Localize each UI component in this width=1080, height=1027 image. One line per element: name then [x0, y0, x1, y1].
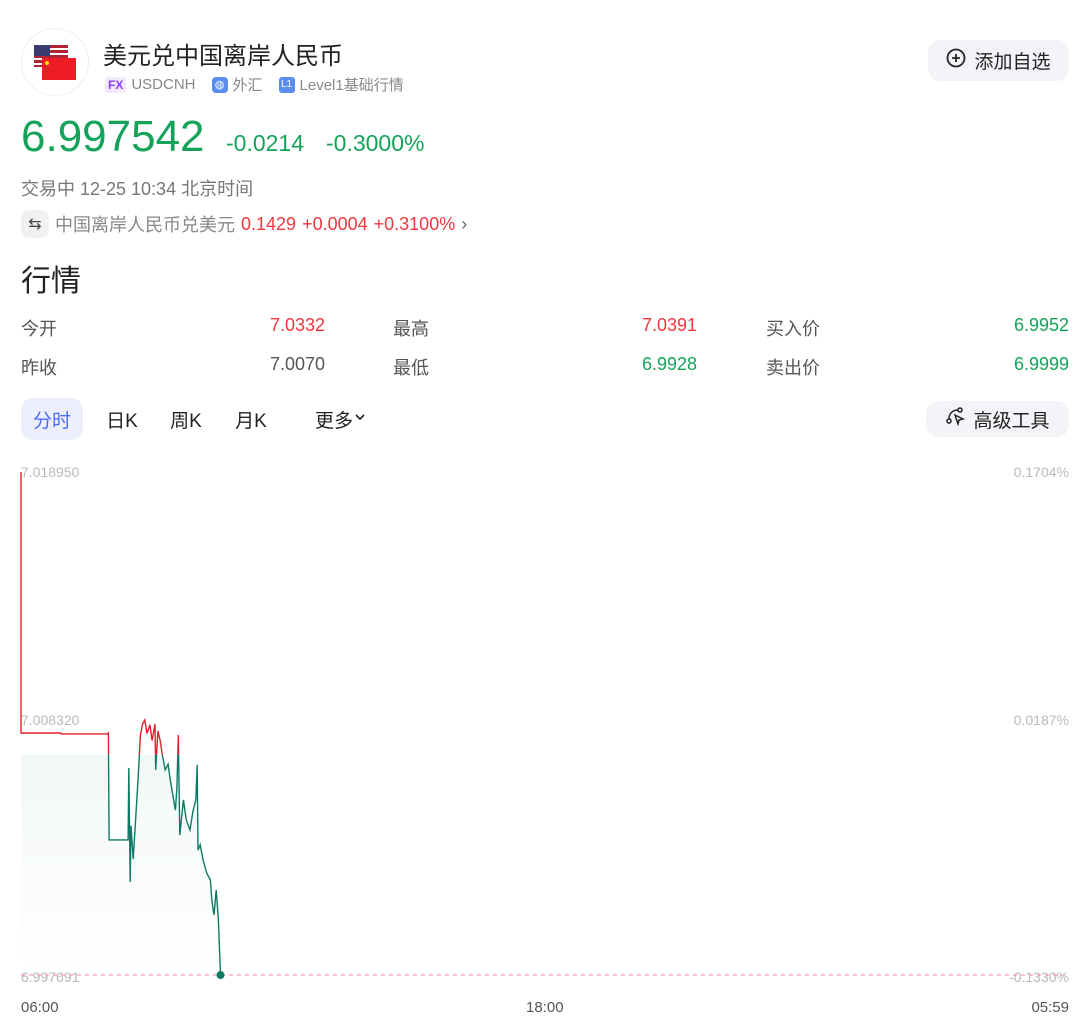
stat-value-ask: 6.9999: [1013, 354, 1069, 374]
reverse-pair-link[interactable]: ⇆ 中国离岸人民币兑美元 0.1429 +0.0004 +0.3100% ›: [21, 210, 467, 238]
instrument-tags: FX USDCNH ◍ 外汇 L1 Level1基础行情: [105, 74, 404, 95]
swap-icon: ⇆: [21, 210, 49, 238]
stat-value-high: 7.0391: [641, 315, 697, 335]
y-tick-right-top: 0.1704%: [1013, 464, 1069, 480]
x-tick-start: 06:00: [21, 999, 59, 1016]
stat-label-open: 今开: [21, 319, 57, 339]
fx-badge: FX: [105, 76, 127, 93]
stat-label-low: 最低: [393, 358, 429, 378]
trading-status: 交易中 12-25 10:34 北京时间: [21, 179, 254, 199]
x-tick-mid: 18:00: [526, 999, 564, 1016]
advanced-tools-button[interactable]: 高级工具: [926, 401, 1069, 437]
stat-label-ask: 卖出价: [766, 358, 820, 378]
stat-value-low: 6.9928: [641, 354, 697, 374]
add-watchlist-label: 添加自选: [974, 52, 1051, 73]
symbol: USDCNH: [131, 76, 196, 93]
stat-value-open: 7.0332: [269, 315, 325, 335]
tab-more[interactable]: 更多: [306, 398, 376, 440]
tab-intraday[interactable]: 分时: [21, 398, 83, 440]
price-change-pct: -0.3000%: [326, 130, 425, 156]
advanced-tools-label: 高级工具: [973, 410, 1050, 432]
chevron-down-icon: [353, 408, 367, 430]
reverse-change-pct: +0.3100%: [373, 213, 456, 234]
reverse-change: +0.0004: [302, 213, 368, 234]
price-change: -0.0214: [226, 130, 305, 156]
globe-icon: ◍: [211, 76, 228, 93]
y-tick-left-top: 7.018950: [21, 464, 80, 480]
plus-circle-icon: [946, 48, 966, 74]
tab-daily-k[interactable]: 日K: [106, 410, 138, 432]
level1-badge: L1: [278, 76, 295, 93]
stat-label-prev-close: 昨收: [21, 358, 57, 378]
y-tick-right-bottom: -0.1330%: [1009, 969, 1069, 985]
drawing-tool-icon: [945, 406, 966, 432]
currency-pair-flag-logo: [21, 28, 89, 96]
x-tick-end: 05:59: [1031, 999, 1069, 1016]
reverse-pair-name: 中国离岸人民币兑美元: [55, 215, 235, 235]
y-tick-right-mid: 0.0187%: [1013, 712, 1069, 728]
current-price: 6.997542: [21, 112, 205, 161]
last-price-dot: [216, 971, 225, 980]
page-title: 美元兑中国离岸人民币: [103, 43, 343, 70]
chevron-right-icon: ›: [461, 213, 468, 234]
tab-monthly-k[interactable]: 月K: [235, 410, 267, 432]
price-area-fill: [21, 754, 221, 975]
section-title: 行情: [21, 265, 81, 298]
reverse-price: 0.1429: [241, 213, 297, 234]
stat-value-bid: 6.9952: [1013, 315, 1069, 335]
market-label: 外汇: [232, 77, 263, 94]
tab-weekly-k[interactable]: 周K: [170, 410, 202, 432]
y-tick-left-mid: 7.008320: [21, 712, 80, 728]
stat-value-prev-close: 7.0070: [269, 354, 325, 374]
add-watchlist-button[interactable]: 添加自选: [928, 40, 1069, 81]
stat-label-high: 最高: [393, 319, 429, 339]
price-line-below-prev-close: [107, 754, 222, 976]
tab-more-label: 更多: [314, 410, 353, 432]
level-label: Level1基础行情: [299, 77, 404, 94]
stat-label-bid: 买入价: [766, 319, 820, 339]
